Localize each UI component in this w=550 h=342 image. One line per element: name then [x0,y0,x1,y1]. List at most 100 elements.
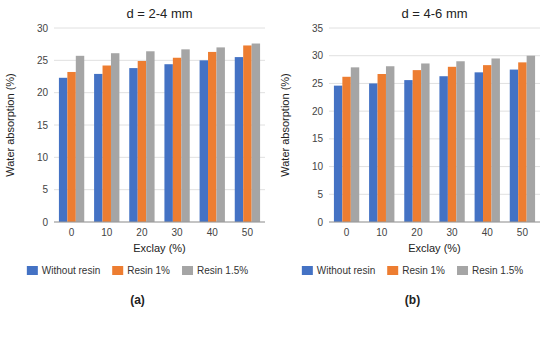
bar [208,52,216,222]
bars [334,56,535,222]
panel: d = 4-6 mm0510152025303501020304050Excla… [279,6,540,307]
bar [351,67,359,222]
bar [439,76,447,222]
legend-label: Resin 1.5% [197,265,248,276]
bar [243,45,251,222]
x-tick-label: 0 [344,227,350,238]
legend-swatch [112,266,123,275]
legend-label: Resin 1% [127,265,170,276]
grid-line [329,55,540,56]
bar [404,80,412,222]
legend-label: Resin 1% [402,265,445,276]
bar [510,70,518,222]
legend-swatch [457,266,468,275]
bar [491,58,499,222]
chart-root: d = 2-4 mm05101520253001020304050Exclay … [0,0,550,342]
y-tick-label: 15 [312,133,324,144]
legend: Without resin Resin 1% Resin 1.5% [302,265,523,276]
x-tick-label: 20 [411,227,423,238]
y-tick-label: 5 [42,184,48,195]
grid-line [54,92,265,93]
y-tick-label: 20 [312,106,324,117]
title: d = 2-4 mm [126,6,192,21]
panel-label: (a) [130,293,145,307]
y-tick-label: 0 [42,217,48,228]
bars [59,44,260,222]
x-tick-label: 20 [136,227,148,238]
legend-swatch [27,266,38,275]
bar [181,49,189,222]
x-tick-label: 40 [482,227,494,238]
grid-line [329,28,540,29]
grid-line [54,222,265,223]
bar [146,51,154,222]
y-tick-label: 30 [312,50,324,61]
bar [527,56,535,222]
x-tick-label: 40 [207,227,219,238]
y-axis-label: Water absorption (%) [4,73,16,177]
grid-line [329,83,540,84]
bar [164,64,172,222]
bar [173,58,181,222]
grid-line [54,189,265,190]
bar [216,47,224,222]
bar [456,61,464,222]
y-tick-label: 0 [317,217,323,228]
bar [334,86,342,222]
legend-label: Without resin [42,265,100,276]
bar [200,60,208,222]
legend-swatch [387,266,398,275]
bar [76,56,84,222]
panel: d = 2-4 mm05101520253001020304050Exclay … [4,6,265,307]
bar [378,74,386,222]
title: d = 4-6 mm [401,6,467,21]
y-tick-label: 15 [37,120,49,131]
x-tick-label: 30 [447,227,459,238]
bar [235,57,243,222]
x-tick-label: 0 [69,227,75,238]
y-tick-label: 20 [37,87,49,98]
x-tick-label: 50 [517,227,529,238]
panel-label: (b) [405,293,420,307]
y-tick-label: 5 [317,189,323,200]
x-axis-label: Exclay (%) [133,242,186,254]
bar [421,63,429,222]
legend: Without resin Resin 1% Resin 1.5% [27,265,248,276]
bar [129,68,137,222]
x-axis-line [329,222,540,223]
legend-swatch [302,266,313,275]
x-tick-label: 10 [376,227,388,238]
grid-line [329,138,540,139]
bar [67,72,75,222]
bar [518,62,526,222]
bar [448,67,456,222]
grid-line [54,125,265,126]
y-tick-label: 25 [37,55,49,66]
grid-line [329,111,540,112]
bar [252,44,260,222]
x-axis-line [54,222,265,223]
y-tick-label: 35 [312,23,324,34]
bar [59,78,67,222]
grid-line [329,194,540,195]
grid-line [329,166,540,167]
grid-line [54,28,265,29]
grid-line [54,60,265,61]
bar [413,70,421,222]
x-axis-label: Exclay (%) [408,242,461,254]
bar [94,74,102,222]
bar [342,77,350,222]
bar [386,66,394,222]
y-tick-label: 25 [312,78,324,89]
bar [111,53,119,222]
bar [369,83,377,222]
legend-label: Resin 1.5% [472,265,523,276]
grid-line [329,222,540,223]
bar [103,66,111,222]
legend-swatch [182,266,193,275]
grid-line [54,157,265,158]
y-axis-label: Water absorption (%) [279,73,291,177]
legend-label: Without resin [317,265,375,276]
x-tick-label: 10 [101,227,113,238]
bar [475,72,483,222]
